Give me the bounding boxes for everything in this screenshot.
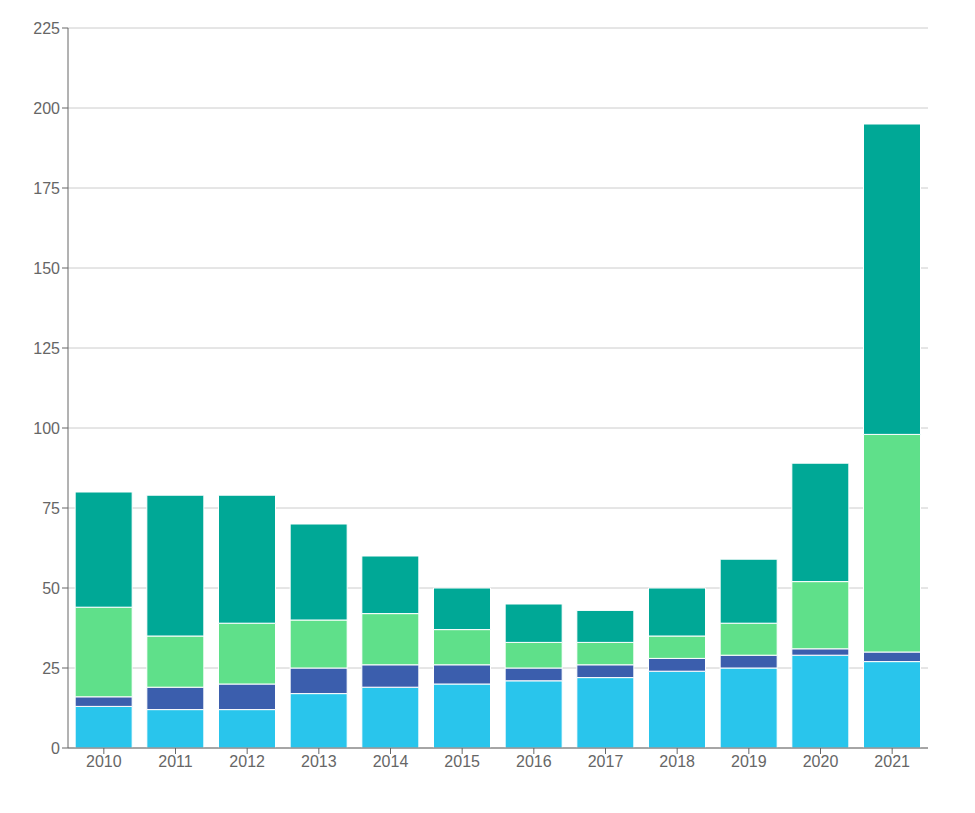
svg-text:225: 225 <box>33 20 60 37</box>
svg-text:2020: 2020 <box>803 753 839 770</box>
svg-text:2021: 2021 <box>874 753 910 770</box>
svg-text:75: 75 <box>42 500 60 517</box>
svg-text:150: 150 <box>33 260 60 277</box>
svg-text:2015: 2015 <box>444 753 480 770</box>
svg-text:2011: 2011 <box>158 753 193 770</box>
svg-text:0: 0 <box>51 740 60 757</box>
svg-text:2019: 2019 <box>731 753 767 770</box>
svg-text:2012: 2012 <box>229 753 265 770</box>
svg-text:2016: 2016 <box>516 753 552 770</box>
svg-text:2014: 2014 <box>373 753 409 770</box>
svg-text:100: 100 <box>33 420 60 437</box>
svg-text:2010: 2010 <box>86 753 122 770</box>
svg-text:200: 200 <box>33 100 60 117</box>
svg-text:2013: 2013 <box>301 753 337 770</box>
svg-text:25: 25 <box>42 660 60 677</box>
svg-text:175: 175 <box>33 180 60 197</box>
svg-text:125: 125 <box>33 340 60 357</box>
svg-text:50: 50 <box>42 580 60 597</box>
svg-text:2017: 2017 <box>588 753 624 770</box>
svg-text:2018: 2018 <box>659 753 695 770</box>
